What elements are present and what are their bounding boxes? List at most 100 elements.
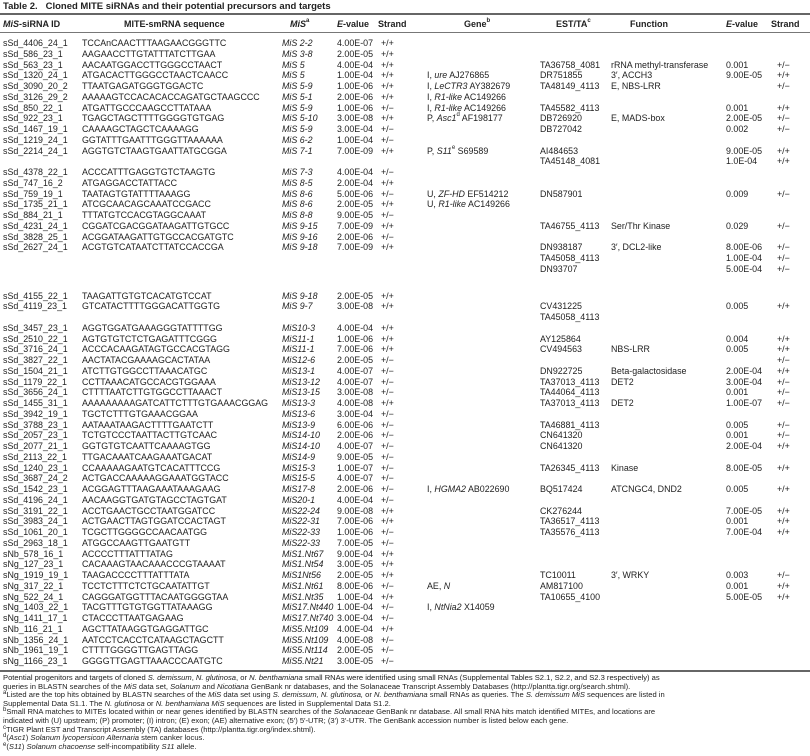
cell-e2: 2.00E-04 (726, 441, 763, 451)
cell-mis: MiS1.Nt61 (282, 580, 324, 591)
text-segment: S. demissum (147, 673, 192, 682)
text-segment: allele. (174, 741, 197, 751)
cell-func: E, MADS-box (611, 113, 665, 124)
cell-e1: 4.00E-04 (337, 59, 374, 70)
cell-seq: TCCAnCAACTTTAAGAACGGGTTC (82, 38, 227, 48)
cell-s2: +/+ (777, 156, 790, 167)
cell-id: sSd_850_22_1 (3, 102, 63, 113)
cell-id: sSd_1320_24_1 (3, 70, 68, 81)
cell-e2: 0.001 (726, 387, 749, 398)
gene-accession: EF514212 (464, 188, 509, 199)
cell-id: sSd_2214_24_1 (3, 145, 68, 156)
gene-name: R1-like (438, 199, 466, 210)
cell-id: sSd_1735_21_1 (3, 199, 68, 210)
cell-mis: MiS14-9 (282, 451, 316, 462)
cell-seq: AGTGTGTCTCTGAGATTTCGGG (82, 333, 217, 344)
table-row: sNg_1919_19_1 TAAGACCCCTTTATTTATA MiS1Nt56… (0, 570, 810, 581)
cell-id: sSd_3687_24_2 (3, 473, 68, 484)
cell-seq: ACCCCTTTATTTATAG (82, 548, 173, 559)
table-row: sSd_563_23_1 AACAATGGACCTTGGGCCTAACT MiS 5… (0, 60, 810, 71)
table-top-rule (0, 13, 810, 15)
text-segment: Gene (464, 19, 487, 29)
table-row: sNg_127_23_1 CACAAAGTAACAAACCCGTAAAAT MiS1… (0, 559, 810, 570)
cell-s2: +/− (777, 113, 790, 124)
cell-s2: +/− (777, 124, 790, 134)
cell-e2: 0.001 (726, 59, 749, 70)
cell-seq: ATCGCAACAGCAAATCCGACC (82, 199, 211, 210)
cell-e1: 1.00E-04 (337, 70, 374, 81)
cell-s1: +/− (381, 527, 394, 537)
cell-e2: 8.00E-06 (726, 242, 763, 253)
column-header-s2: Strand (771, 19, 800, 29)
cell-s2: +/+ (777, 145, 790, 156)
table-row: sSd_1219_24_1 GGTATTTGAATTTGGGTTAAAAAA MiS… (0, 135, 810, 146)
cell-s1: +/+ (381, 242, 394, 253)
text-segment: S. demissum MiS (525, 690, 585, 700)
cell-e1: 7.00E-06 (337, 344, 374, 355)
text-segment: TIGR Plant EST and Transcript Assembly (… (6, 724, 316, 734)
cell-seq: TACGTTTGTGTGGTTATAAAGG (82, 602, 213, 613)
cell-id: sSd_4155_22_1 (3, 290, 68, 301)
cell-s1: +/+ (381, 199, 394, 210)
cell-seq: TCCTCTTTCTCTGCAATATTGT (82, 580, 210, 591)
cell-s1: +/− (381, 188, 394, 199)
cell-s1: +/+ (381, 290, 394, 301)
text-segment: or (144, 698, 156, 708)
cell-s2: +/+ (777, 333, 790, 344)
table-row: sSd_2214_24_1 AGGTGTCTAAGTGAATTATGCGGA MiS… (0, 145, 810, 157)
cell-e2: 5.00E-04 (726, 263, 763, 274)
table-row: sSd_3983_24_1 ACTGAACTTAGTGGATCCACTAGT MiS… (0, 516, 810, 527)
cell-s1: +/− (381, 537, 394, 548)
cell-id: sSd_3090_20_2 (3, 81, 68, 91)
cell-e1: 4.00E-07 (337, 473, 374, 484)
cell-s1: +/+ (381, 177, 394, 188)
cell-e1: 9.00E-04 (337, 548, 374, 559)
cell-e1: 1.00E-06 (337, 81, 374, 91)
cell-est: AI484653 (540, 145, 579, 156)
cell-seq: CGGATCGACGGATAAGATTGTGCC (82, 220, 230, 231)
column-header-id: MiS-siRNA ID (3, 19, 60, 29)
cell-e1: 2.00E-05 (337, 645, 374, 656)
text-segment: ) (21, 741, 27, 751)
cell-id: sSd_759_19_1 (3, 188, 63, 199)
cell-seq: AAGAACCTTGTATTTATCTTGAA (82, 48, 216, 59)
cell-seq: ATGATTGCCCAAGCCTTATAAA (82, 102, 212, 113)
cell-id: sSd_922_23_1 (3, 113, 63, 124)
cell-s1: +/− (381, 656, 394, 666)
cell-mis: MiS 5-9 (282, 124, 313, 134)
cell-s2: +/− (777, 398, 790, 408)
cell-id: sSd_3827_22_1 (3, 355, 68, 365)
cell-func: 3′, DCL2-like (611, 242, 662, 253)
cell-s2: +/+ (777, 70, 790, 81)
cell-e1: 7.00E-09 (337, 145, 374, 156)
text-segment: N. glutinosa (104, 698, 145, 708)
text-segment: MiS (123, 681, 137, 691)
gene-accession: X14059 (461, 602, 495, 613)
table-header-rule (0, 32, 810, 33)
cell-e1: 2.00E-05 (337, 48, 374, 59)
text-segment: data set, (136, 681, 171, 691)
column-header-e2: E-value (726, 19, 758, 29)
cell-e2: 7.00E-04 (726, 527, 763, 537)
cell-e1: 3.00E-08 (337, 301, 374, 312)
cell-s1: +/− (381, 167, 394, 177)
cell-seq: AACAAGGTGATGTAGCCTAGTGAT (82, 494, 227, 505)
cell-s1: +/+ (381, 591, 394, 602)
text-segment: , (191, 673, 196, 682)
cell-e2: 0.005 (726, 344, 749, 355)
cell-mis: MiS 9-7 (282, 301, 313, 312)
cell-seq: TGAGCTAGCTTTTGGGGTGTGAG (82, 113, 225, 124)
text-segment: Potential progenitors and targets of clo… (3, 673, 148, 682)
footnote-line: aListed are the top hits obtained by BLA… (3, 690, 808, 700)
cell-est: DN93707 (540, 263, 578, 274)
cell-id: sSd_2963_18_1 (3, 537, 68, 548)
cell-id: sSd_3983_24_1 (3, 516, 68, 527)
cell-seq: TTGACAAATCAAGAAATGACAT (82, 451, 213, 462)
cell-id: sNg_522_24_1 (3, 591, 64, 602)
cell-e1: 2.00E-05 (337, 290, 374, 301)
cell-s2: +/+ (777, 344, 790, 355)
gene-name: N (443, 580, 451, 591)
cell-e2: 3.00E-04 (726, 376, 763, 387)
cell-e1: 1.00E-04 (337, 591, 374, 602)
cell-id: sSd_2113_22_1 (3, 451, 67, 462)
